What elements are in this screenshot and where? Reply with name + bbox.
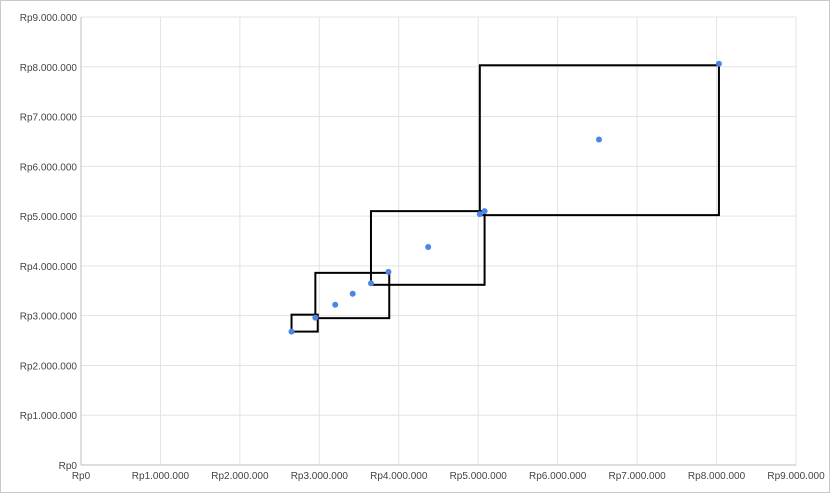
- y-tick-label: Rp6.000.000: [20, 162, 78, 173]
- y-tick-label: Rp2.000.000: [20, 361, 78, 372]
- data-point: [595, 136, 602, 143]
- x-tick-label: Rp6.000.000: [529, 471, 587, 482]
- data-point: [425, 243, 432, 250]
- data-point: [385, 268, 392, 275]
- data-point: [367, 280, 374, 287]
- data-points: [288, 60, 722, 335]
- y-tick-label: Rp7.000.000: [20, 113, 78, 124]
- y-tick-label: Rp1.000.000: [20, 411, 78, 422]
- y-tick-label: Rp3.000.000: [20, 312, 78, 323]
- data-point: [312, 314, 319, 321]
- grid: [81, 16, 797, 465]
- x-tick-label: Rp1.000.000: [132, 471, 190, 482]
- x-tick-label: Rp2.000.000: [211, 471, 269, 482]
- axes: [80, 17, 796, 466]
- x-tick-label: Rp8.000.000: [688, 471, 746, 482]
- y-tick-labels: Rp0 Rp1.000.000 Rp2.000.000 Rp3.000.000 Rp4.…: [20, 13, 78, 472]
- data-point: [481, 208, 488, 215]
- range-box: [314, 271, 391, 320]
- y-tick-label: Rp8.000.000: [20, 63, 78, 74]
- data-point: [332, 301, 339, 308]
- x-tick-label: Rp0: [72, 471, 91, 482]
- range-boxes: [290, 64, 720, 333]
- data-point: [349, 290, 356, 297]
- x-tick-label: Rp9.000.000: [767, 471, 825, 482]
- x-tick-label: Rp5.000.000: [450, 471, 508, 482]
- x-tick-label: Rp3.000.000: [291, 471, 349, 482]
- range-box: [290, 313, 319, 333]
- y-tick-label: Rp5.000.000: [20, 212, 78, 223]
- data-point: [476, 211, 483, 218]
- y-tick-label: Rp9.000.000: [20, 13, 78, 24]
- x-tick-label: Rp7.000.000: [608, 471, 666, 482]
- range-box: [369, 210, 486, 286]
- range-box: [478, 64, 720, 217]
- x-tick-labels: Rp0 Rp1.000.000 Rp2.000.000 Rp3.000.000 Rp4.…: [72, 471, 825, 482]
- data-point: [715, 60, 722, 67]
- y-tick-label: Rp4.000.000: [20, 262, 78, 273]
- data-point: [288, 328, 295, 335]
- y-tick-label: Rp0: [59, 461, 78, 472]
- x-tick-label: Rp4.000.000: [370, 471, 428, 482]
